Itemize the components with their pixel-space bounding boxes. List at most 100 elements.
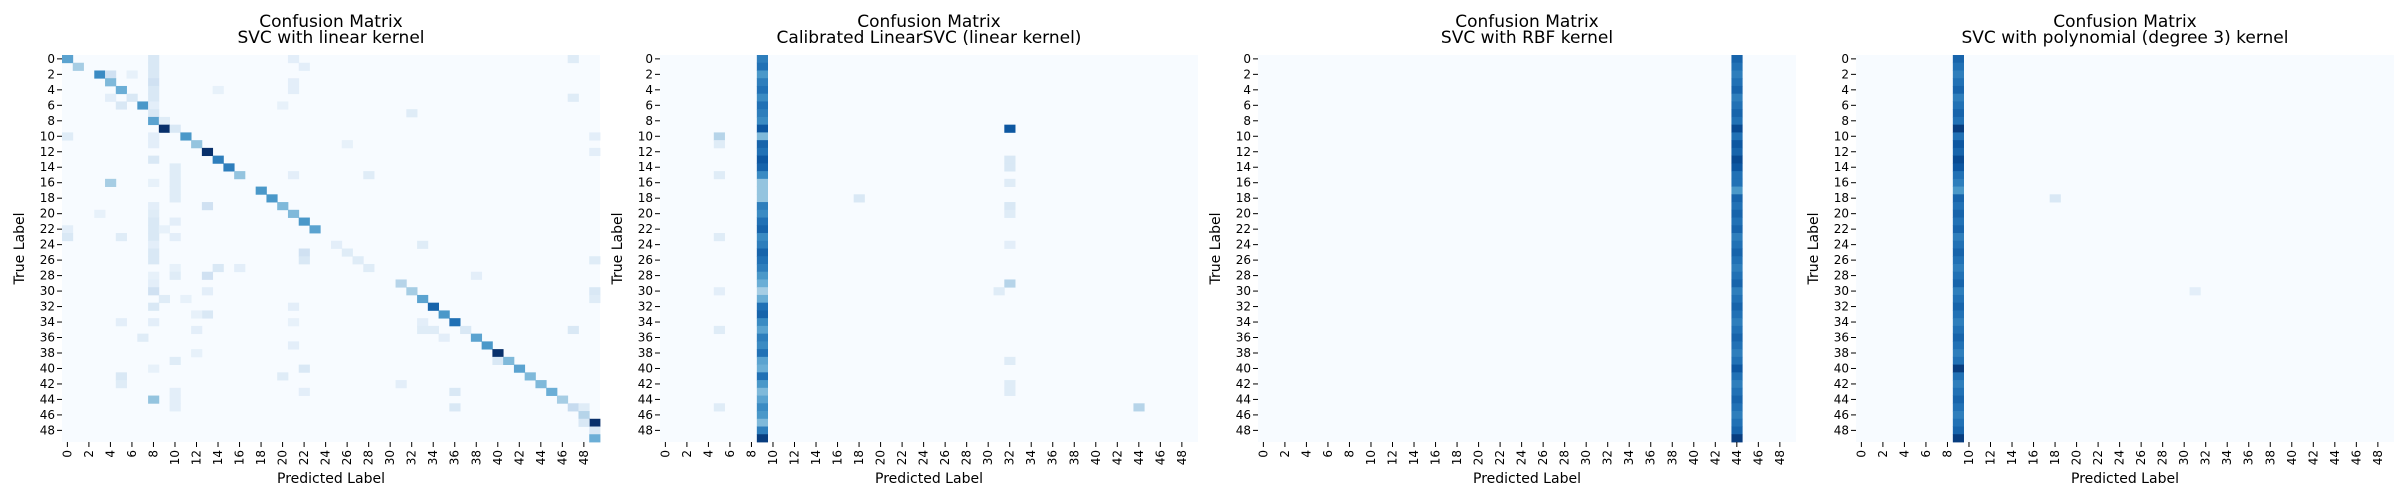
y-tick-label: 12 [1834, 145, 1849, 159]
x-tick-label: 16 [2027, 450, 2041, 465]
heatmap-cell [438, 310, 450, 319]
heatmap-cell [169, 186, 181, 195]
heatmap-cell [756, 124, 768, 133]
heatmap-cell [1731, 171, 1743, 180]
heatmap-cell [266, 194, 278, 203]
heatmap-cell [180, 294, 192, 304]
heatmap-cell [1952, 178, 1964, 187]
heatmap-cell [1952, 395, 1964, 404]
heatmap-cell [756, 333, 768, 342]
heatmap-cell [993, 287, 1005, 296]
y-tick-label: 44 [638, 392, 653, 406]
x-tick-label: 28 [362, 450, 376, 465]
heatmap-cell [148, 178, 160, 187]
y-tick-label: 12 [638, 145, 653, 159]
heatmap-cell [148, 70, 160, 79]
y-tick-label: 2 [1841, 67, 1849, 81]
x-tick-label: 10 [168, 450, 182, 465]
y-tick-label: 34 [1236, 315, 1251, 329]
heatmap-cell [148, 101, 160, 110]
heatmap-cell [1952, 70, 1964, 79]
y-tick-label: 30 [638, 284, 653, 298]
heatmap-cell [1731, 101, 1743, 110]
y-tick-label: 8 [47, 114, 55, 128]
y-tick-label: 2 [645, 67, 653, 81]
y-tick-label: 34 [638, 315, 653, 329]
x-tick-label: 14 [211, 450, 225, 465]
heatmap-cell [1952, 240, 1964, 249]
y-tick-label: 16 [1834, 176, 1849, 190]
heatmap-cell [756, 55, 768, 64]
y-tick-label: 46 [1236, 408, 1251, 422]
heatmap-cell [1731, 124, 1743, 133]
y-tick-label: 34 [1834, 315, 1849, 329]
x-tick-label: 28 [960, 450, 974, 465]
chart-title: Confusion Matrix [857, 12, 1001, 32]
heatmap-cell [1004, 178, 1016, 187]
heatmap-cell [756, 271, 768, 280]
x-tick-label: 34 [426, 450, 440, 465]
heatmap-cell [298, 217, 310, 226]
y-tick-label: 32 [638, 300, 653, 314]
heatmap-cell [756, 411, 768, 420]
heatmap-cell [713, 287, 725, 296]
heatmap-cell [1952, 310, 1964, 319]
y-tick-label: 44 [1834, 392, 1849, 406]
y-tick-label: 12 [40, 145, 55, 159]
y-tick-label: 10 [1236, 129, 1251, 143]
heatmap-cell [567, 325, 579, 335]
heatmap-cell [148, 271, 160, 280]
x-tick-label: 30 [383, 450, 397, 465]
heatmap-cell [756, 209, 768, 218]
heatmap-cell [1004, 356, 1016, 365]
heatmap-cell [148, 55, 160, 64]
heatmap-cell [1952, 279, 1964, 288]
heatmap-cell [470, 271, 483, 280]
heatmap-cell [756, 186, 768, 195]
y-tick-label: 10 [1834, 129, 1849, 143]
x-tick-label: 40 [1089, 450, 1103, 465]
heatmap-cell [212, 85, 224, 95]
heatmap-cell [1731, 310, 1743, 319]
heatmap-cell [1731, 287, 1743, 296]
y-tick-label: 24 [1834, 238, 1849, 252]
heatmap-cell [1731, 202, 1743, 211]
heatmap-cell [148, 140, 160, 149]
heatmap-cell [713, 325, 725, 335]
chart-title: Confusion Matrix [1455, 12, 1599, 32]
heatmap-cell [756, 302, 768, 311]
heatmap-cell [1004, 209, 1016, 218]
heatmap-cell [169, 194, 181, 203]
heatmap-cell [94, 70, 106, 79]
heatmap-cell [756, 248, 768, 257]
x-tick-label: 20 [276, 450, 290, 465]
x-tick-label: 38 [1665, 450, 1679, 465]
heatmap-cell [309, 225, 321, 234]
heatmap-cell [756, 225, 768, 234]
y-tick-label: 20 [40, 207, 55, 221]
y-tick-label: 40 [40, 361, 55, 375]
heatmap-cell [169, 356, 181, 365]
heatmap-cell [1952, 171, 1964, 180]
y-tick-label: 16 [638, 176, 653, 190]
heatmap-cell [1731, 395, 1743, 404]
heatmap-cell [713, 171, 725, 180]
heatmap-cell [427, 302, 439, 311]
heatmap-cell [363, 263, 375, 273]
x-tick-label: 46 [1751, 450, 1765, 465]
y-tick-label: 2 [1243, 67, 1251, 81]
x-tick-label: 46 [2349, 450, 2363, 465]
heatmap-cell [1004, 240, 1016, 249]
x-tick-label: 42 [1110, 450, 1124, 465]
heatmap-cell [341, 248, 353, 257]
chart-subtitle: Calibrated LinearSVC (linear kernel) [777, 28, 1082, 48]
x-tick-label: 14 [1407, 450, 1421, 465]
heatmap-cell [277, 202, 289, 211]
heatmap-cell [1952, 155, 1964, 164]
heatmap-cell [756, 62, 768, 71]
heatmap-cell [1731, 256, 1743, 265]
heatmap-cell [589, 132, 601, 141]
heatmap-cell [158, 116, 170, 126]
heatmap-cell [756, 194, 768, 203]
heatmap-cell [148, 85, 160, 95]
